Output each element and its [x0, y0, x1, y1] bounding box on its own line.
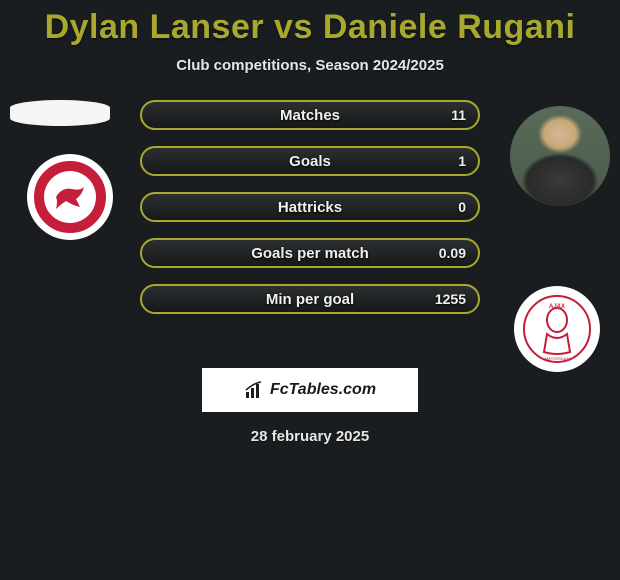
player-right-photo-content [510, 106, 610, 206]
comparison-title: Dylan Lanser vs Daniele Rugani [0, 0, 620, 47]
stat-bars-container: Matches 11 Goals 1 Hattricks 0 Goals per… [140, 100, 480, 314]
ajax-logo-icon: AJAX AMSTERDAM [522, 294, 592, 364]
svg-text:AMSTERDAM: AMSTERDAM [544, 356, 570, 361]
stat-bar-goals: Goals 1 [140, 146, 480, 176]
stat-bar-hattricks: Hattricks 0 [140, 192, 480, 222]
almere-logo-center [44, 171, 96, 223]
club-logo-left [27, 154, 113, 240]
stat-label: Goals [289, 153, 331, 170]
stat-value: 0.09 [439, 245, 466, 261]
stat-label: Min per goal [266, 291, 354, 308]
almere-logo-ring [34, 161, 106, 233]
player-left-photo [10, 100, 110, 126]
content-area: AJAX AMSTERDAM Matches 11 Goals 1 Hattri… [0, 100, 620, 445]
stat-label: Matches [280, 107, 340, 124]
player-right-photo [510, 106, 610, 206]
stat-value: 1255 [435, 291, 466, 307]
brand-text: FcTables.com [270, 381, 376, 399]
bird-icon [50, 179, 90, 215]
stat-value: 1 [458, 153, 466, 169]
comparison-subtitle: Club competitions, Season 2024/2025 [0, 57, 620, 74]
stat-label: Hattricks [278, 199, 342, 216]
svg-text:AJAX: AJAX [549, 304, 565, 310]
stat-bar-matches: Matches 11 [140, 100, 480, 130]
footer-date: 28 february 2025 [0, 428, 620, 445]
stat-label: Goals per match [251, 245, 369, 262]
brand-badge: FcTables.com [202, 368, 418, 412]
club-logo-right: AJAX AMSTERDAM [514, 286, 600, 372]
stat-value: 0 [458, 199, 466, 215]
chart-icon [244, 380, 264, 400]
stat-value: 11 [451, 107, 466, 123]
stat-bar-min-per-goal: Min per goal 1255 [140, 284, 480, 314]
stat-bar-goals-per-match: Goals per match 0.09 [140, 238, 480, 268]
